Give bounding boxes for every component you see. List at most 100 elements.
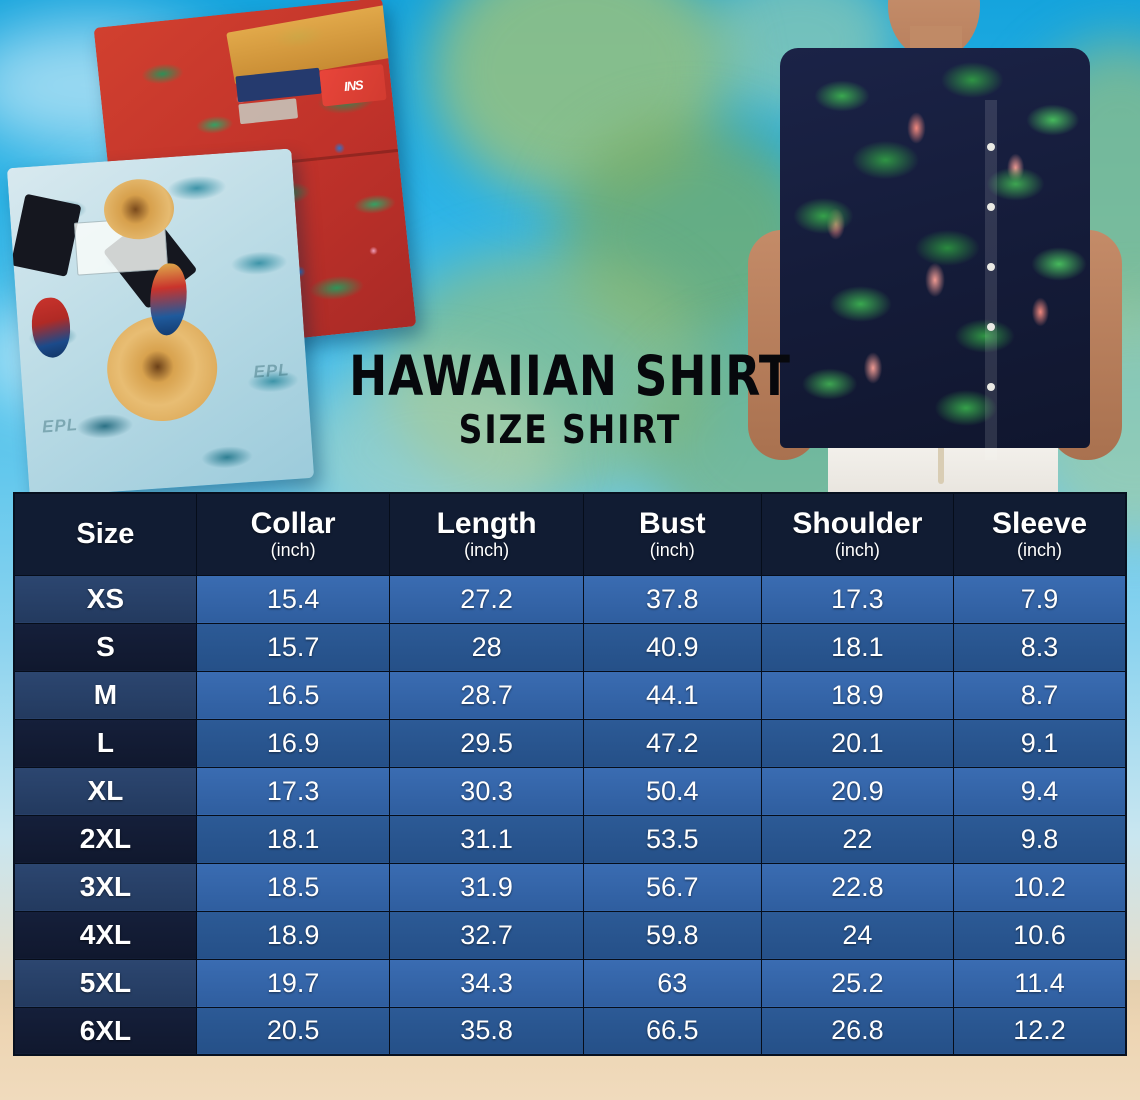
cell-shoulder: 25.2 <box>760 958 955 1008</box>
column-header-bust: Bust (inch) <box>582 492 762 576</box>
column-header-size: Size <box>13 492 197 576</box>
page-subtitle: SIZE SHIRT <box>458 408 682 454</box>
shirt-collar <box>10 193 82 277</box>
shirt-size-tag <box>238 98 299 124</box>
cell-collar: 15.7 <box>195 622 391 672</box>
cell-length: 35.8 <box>389 1006 584 1056</box>
table-row: S 15.7 28 40.9 18.1 8.3 <box>13 622 1127 672</box>
header-label: Sleeve <box>992 507 1088 541</box>
blue-hawaiian-shirt: EPL EPL <box>6 148 315 498</box>
table-row: 3XL 18.5 31.9 56.7 22.8 10.2 <box>13 862 1127 912</box>
cell-size: S <box>13 622 197 672</box>
header-row: Size Collar (inch) Length (inch) Bust (i… <box>13 492 1127 576</box>
brand-logo: INS <box>319 63 387 107</box>
cell-collar: 15.4 <box>195 574 391 624</box>
column-header-sleeve: Sleeve (inch) <box>953 492 1127 576</box>
cell-size: 3XL <box>13 862 197 912</box>
cell-sleeve: 11.4 <box>953 958 1127 1008</box>
size-table: Size Collar (inch) Length (inch) Bust (i… <box>13 492 1127 1056</box>
cell-sleeve: 7.9 <box>953 574 1127 624</box>
cell-bust: 56.7 <box>582 862 762 912</box>
cell-length: 31.1 <box>389 814 584 864</box>
table-row: M 16.5 28.7 44.1 18.9 8.7 <box>13 670 1127 720</box>
cell-length: 28.7 <box>389 670 584 720</box>
cell-shoulder: 22.8 <box>760 862 955 912</box>
cell-shoulder: 20.1 <box>760 718 955 768</box>
table-row: 5XL 19.7 34.3 63 25.2 11.4 <box>13 958 1127 1008</box>
cell-size: XS <box>13 574 197 624</box>
shirt-button <box>987 203 995 211</box>
header-label: Length <box>436 507 537 541</box>
column-header-length: Length (inch) <box>389 492 584 576</box>
table-body: XS 15.4 27.2 37.8 17.3 7.9 S 15.7 28 40.9 18.1 8.3 M… <box>13 574 1127 1056</box>
cell-collar: 20.5 <box>195 1006 391 1056</box>
poster-title-block: HAWAIIAN SHIRT SIZE SHIRT <box>320 348 820 453</box>
cell-length: 31.9 <box>389 862 584 912</box>
cell-bust: 59.8 <box>582 910 762 960</box>
shirt-placket <box>985 100 997 460</box>
cell-collar: 19.7 <box>195 958 391 1008</box>
shirt-button <box>987 383 995 391</box>
cell-sleeve: 10.6 <box>953 910 1127 960</box>
cell-size: 2XL <box>13 814 197 864</box>
header-unit: (inch) <box>1017 539 1063 560</box>
table-header: Size Collar (inch) Length (inch) Bust (i… <box>13 492 1127 576</box>
column-header-shoulder: Shoulder (inch) <box>760 492 955 576</box>
cell-size: 5XL <box>13 958 197 1008</box>
cell-bust: 37.8 <box>582 574 762 624</box>
page-title: HAWAIIAN SHIRT <box>349 344 791 408</box>
shirt-button <box>987 263 995 271</box>
cell-sleeve: 9.4 <box>953 766 1127 816</box>
cell-shoulder: 24 <box>760 910 955 960</box>
table-row: 4XL 18.9 32.7 59.8 24 10.6 <box>13 910 1127 960</box>
cell-collar: 18.5 <box>195 862 391 912</box>
shirt-watermark: EPL <box>252 360 291 382</box>
cell-sleeve: 12.2 <box>953 1006 1127 1056</box>
cell-size: 6XL <box>13 1006 197 1056</box>
header-unit: (inch) <box>270 539 316 560</box>
cell-shoulder: 18.9 <box>760 670 955 720</box>
table-row: 6XL 20.5 35.8 66.5 26.8 12.2 <box>13 1006 1127 1056</box>
cell-length: 27.2 <box>389 574 584 624</box>
cell-length: 34.3 <box>389 958 584 1008</box>
cell-bust: 44.1 <box>582 670 762 720</box>
shirt-button <box>987 143 995 151</box>
shirt-watermark: EPL <box>41 414 79 437</box>
cell-bust: 53.5 <box>582 814 762 864</box>
cell-size: M <box>13 670 197 720</box>
model-hawaiian-shirt <box>780 48 1090 460</box>
table-row: XL 17.3 30.3 50.4 20.9 9.4 <box>13 766 1127 816</box>
cell-sleeve: 8.7 <box>953 670 1127 720</box>
header-unit: (inch) <box>649 539 695 560</box>
table-row: L 16.9 29.5 47.2 20.1 9.1 <box>13 718 1127 768</box>
cell-shoulder: 20.9 <box>760 766 955 816</box>
cell-collar: 16.5 <box>195 670 391 720</box>
cell-length: 32.7 <box>389 910 584 960</box>
header-label: Collar <box>250 507 336 541</box>
cell-collar: 16.9 <box>195 718 391 768</box>
cell-sleeve: 8.3 <box>953 622 1127 672</box>
cell-shoulder: 17.3 <box>760 574 955 624</box>
cell-shoulder: 26.8 <box>760 1006 955 1056</box>
cell-bust: 63 <box>582 958 762 1008</box>
cell-length: 29.5 <box>389 718 584 768</box>
header-label: Bust <box>638 507 706 541</box>
cell-sleeve: 9.1 <box>953 718 1127 768</box>
table-row: XS 15.4 27.2 37.8 17.3 7.9 <box>13 574 1127 624</box>
cell-bust: 47.2 <box>582 718 762 768</box>
cell-size: 4XL <box>13 910 197 960</box>
cell-shoulder: 18.1 <box>760 622 955 672</box>
cell-bust: 66.5 <box>582 1006 762 1056</box>
cell-sleeve: 10.2 <box>953 862 1127 912</box>
cell-length: 30.3 <box>389 766 584 816</box>
cell-collar: 17.3 <box>195 766 391 816</box>
header-unit: (inch) <box>834 539 880 560</box>
size-chart: Size Collar (inch) Length (inch) Bust (i… <box>13 492 1127 1056</box>
header-label: Shoulder <box>792 507 923 541</box>
table-row: 2XL 18.1 31.1 53.5 22 9.8 <box>13 814 1127 864</box>
model-photo <box>720 0 1140 500</box>
shorts-drawstring <box>938 432 944 484</box>
cell-length: 28 <box>389 622 584 672</box>
parrot-motif <box>30 296 73 359</box>
header-unit: (inch) <box>464 539 510 560</box>
